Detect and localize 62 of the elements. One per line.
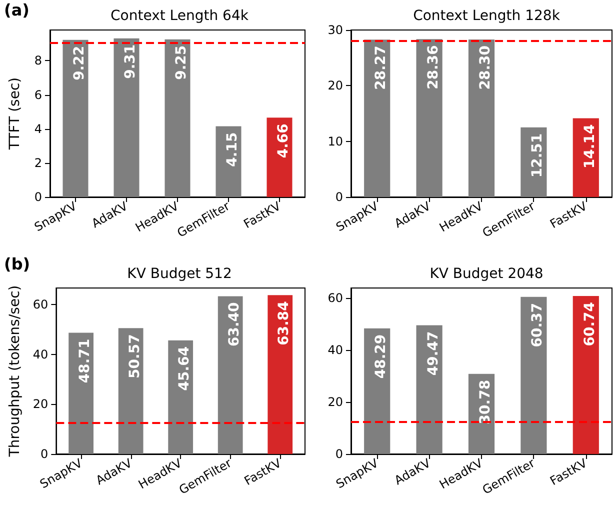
- bar: [520, 296, 547, 454]
- bar: [62, 40, 88, 197]
- y-tick-label: 20: [32, 397, 48, 412]
- bar: [416, 39, 442, 197]
- bar: [168, 340, 194, 454]
- bar: [364, 40, 390, 197]
- y-tick-label: 40: [328, 342, 343, 357]
- data-label: 48.71: [77, 338, 94, 384]
- data-label: 45.64: [176, 346, 193, 391]
- data-label: 63.84: [276, 300, 292, 346]
- bar: [114, 38, 140, 197]
- y-tick-label: 40: [32, 347, 48, 362]
- y-tick-label: 0: [34, 190, 42, 204]
- y-tick-label: 20: [328, 78, 343, 93]
- chart-title: Context Length 64k: [110, 8, 250, 24]
- data-label: 60.74: [582, 302, 598, 346]
- bar: [266, 118, 292, 197]
- y-tick-label: 0: [335, 447, 343, 461]
- y-tick-label: 10: [328, 134, 343, 148]
- bar: [164, 39, 190, 197]
- data-label: 9.25: [174, 45, 190, 80]
- bar: [416, 325, 442, 454]
- bar: [268, 295, 293, 454]
- data-label: 12.51: [530, 133, 546, 178]
- y-tick-label: 60: [328, 290, 343, 305]
- y-tick-label: 8: [34, 54, 42, 68]
- y-tick-label: 20: [328, 394, 343, 409]
- data-label: 48.29: [373, 334, 390, 379]
- y-tick-label: 4: [34, 122, 42, 136]
- bar: [364, 328, 390, 454]
- y-axis-title: Throughput (tokens/sec): [7, 285, 23, 458]
- data-label: 28.36: [425, 45, 442, 90]
- y-tick-label: 0: [335, 190, 343, 204]
- data-label: 4.66: [276, 124, 292, 158]
- data-label: 60.37: [530, 302, 546, 348]
- bar: [218, 296, 243, 454]
- bar: [468, 39, 495, 197]
- y-tick-label: 0: [40, 447, 48, 461]
- y-tick-label: 2: [34, 156, 42, 170]
- data-label: 28.27: [373, 46, 390, 90]
- text: (a): [4, 0, 30, 20]
- chart-title: Context Length 128k: [413, 8, 561, 24]
- bar: [572, 296, 599, 454]
- y-tick-label: 6: [34, 88, 42, 102]
- data-label: 49.47: [425, 331, 442, 376]
- y-tick-label: 30: [328, 23, 343, 37]
- bar: [216, 126, 242, 197]
- y-tick-label: 60: [32, 298, 48, 312]
- data-label: 63.40: [226, 302, 242, 347]
- data-label: 9.22: [72, 46, 88, 80]
- y-axis-title: TTFT (sec): [7, 77, 23, 151]
- data-label: 14.14: [582, 124, 598, 169]
- chart-title: KV Budget 512: [127, 266, 232, 282]
- chart-title: KV Budget 2048: [430, 266, 544, 282]
- data-label: 30.78: [478, 380, 494, 424]
- data-label: 50.57: [126, 334, 143, 378]
- text: (b): [4, 254, 30, 274]
- data-label: 9.31: [122, 44, 138, 79]
- data-label: 28.30: [478, 45, 494, 90]
- bar: [68, 332, 94, 454]
- data-label: 4.15: [224, 132, 240, 167]
- bar: [118, 328, 144, 454]
